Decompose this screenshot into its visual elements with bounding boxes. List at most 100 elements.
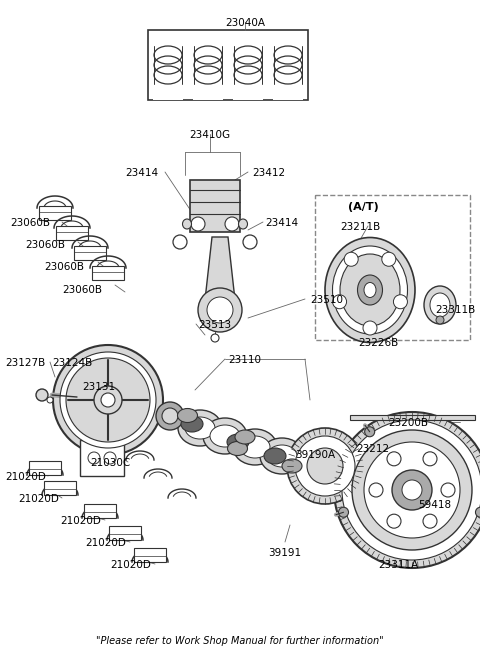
Circle shape <box>198 288 242 332</box>
Ellipse shape <box>239 219 248 229</box>
Text: 23060B: 23060B <box>44 262 84 272</box>
Bar <box>193 30 223 39</box>
Circle shape <box>162 408 178 424</box>
Circle shape <box>382 253 396 266</box>
Circle shape <box>344 253 358 266</box>
Text: 23200B: 23200B <box>388 418 428 428</box>
Bar <box>153 91 183 100</box>
Ellipse shape <box>191 217 205 231</box>
Text: 23510: 23510 <box>310 295 343 305</box>
Circle shape <box>47 397 53 403</box>
Circle shape <box>94 386 122 414</box>
Circle shape <box>369 483 383 497</box>
Text: "Please refer to Work Shop Manual for further information": "Please refer to Work Shop Manual for fu… <box>96 636 384 646</box>
Ellipse shape <box>240 436 270 458</box>
Circle shape <box>53 345 163 455</box>
Ellipse shape <box>267 445 297 467</box>
Bar <box>190 180 240 232</box>
Bar <box>148 30 308 100</box>
Circle shape <box>387 514 401 528</box>
Ellipse shape <box>181 416 203 432</box>
Circle shape <box>441 483 455 497</box>
Circle shape <box>352 430 472 550</box>
Text: 23412: 23412 <box>252 168 285 178</box>
Ellipse shape <box>260 438 304 474</box>
Circle shape <box>342 420 480 560</box>
Circle shape <box>287 428 363 504</box>
Bar <box>233 91 263 100</box>
Bar <box>44 481 76 495</box>
Text: 21020D: 21020D <box>18 494 59 504</box>
Circle shape <box>476 507 480 517</box>
Text: 23226B: 23226B <box>358 338 398 348</box>
Text: 23110: 23110 <box>228 355 261 365</box>
Text: (A/T): (A/T) <box>348 202 379 212</box>
Text: 21030C: 21030C <box>90 458 130 468</box>
Ellipse shape <box>182 219 192 229</box>
Circle shape <box>387 452 401 466</box>
Bar <box>273 30 303 39</box>
Ellipse shape <box>333 246 408 334</box>
Text: 39191: 39191 <box>268 548 301 558</box>
Text: 23410G: 23410G <box>190 130 230 140</box>
Ellipse shape <box>185 417 215 439</box>
Text: 23131: 23131 <box>82 382 115 392</box>
Text: 21020D: 21020D <box>5 472 46 482</box>
Circle shape <box>104 452 116 464</box>
Text: 23127B: 23127B <box>5 358 45 368</box>
Ellipse shape <box>233 429 277 465</box>
Bar <box>273 91 303 100</box>
Circle shape <box>36 389 48 401</box>
Circle shape <box>402 480 422 500</box>
Polygon shape <box>172 411 321 482</box>
Circle shape <box>207 297 233 323</box>
Text: 23040A: 23040A <box>225 18 265 28</box>
Polygon shape <box>350 415 475 420</box>
Bar <box>134 548 166 562</box>
Circle shape <box>333 295 347 309</box>
Circle shape <box>364 442 460 538</box>
Bar <box>109 526 141 540</box>
Circle shape <box>365 427 375 437</box>
Circle shape <box>423 452 437 466</box>
Bar <box>80 440 124 476</box>
Ellipse shape <box>235 430 255 444</box>
Text: 21020D: 21020D <box>60 516 101 526</box>
Ellipse shape <box>325 237 415 342</box>
Circle shape <box>66 358 150 442</box>
Ellipse shape <box>301 462 323 478</box>
Ellipse shape <box>178 410 222 446</box>
Ellipse shape <box>228 441 248 455</box>
Circle shape <box>307 448 343 484</box>
Text: 21020D: 21020D <box>110 560 151 570</box>
Circle shape <box>363 321 377 335</box>
Ellipse shape <box>340 254 400 326</box>
Circle shape <box>338 507 348 517</box>
Ellipse shape <box>358 275 383 305</box>
Bar <box>56 226 88 240</box>
Circle shape <box>394 295 408 309</box>
Bar <box>92 266 124 280</box>
Text: 23060B: 23060B <box>25 240 65 250</box>
Text: 23212: 23212 <box>356 444 389 454</box>
Circle shape <box>436 316 444 324</box>
Ellipse shape <box>178 409 197 422</box>
Bar <box>315 195 470 340</box>
Bar <box>29 461 61 475</box>
Bar <box>233 30 263 39</box>
Polygon shape <box>205 237 235 310</box>
Circle shape <box>211 334 219 342</box>
Ellipse shape <box>364 283 376 298</box>
Ellipse shape <box>424 286 456 324</box>
Circle shape <box>423 514 437 528</box>
Ellipse shape <box>225 217 239 231</box>
Bar <box>74 246 106 260</box>
Ellipse shape <box>264 448 286 464</box>
Circle shape <box>60 352 156 448</box>
Text: 23060B: 23060B <box>10 218 50 228</box>
Circle shape <box>101 393 115 407</box>
Circle shape <box>334 412 480 568</box>
Ellipse shape <box>203 418 247 454</box>
Bar <box>39 206 71 220</box>
Text: 23211B: 23211B <box>340 222 380 232</box>
